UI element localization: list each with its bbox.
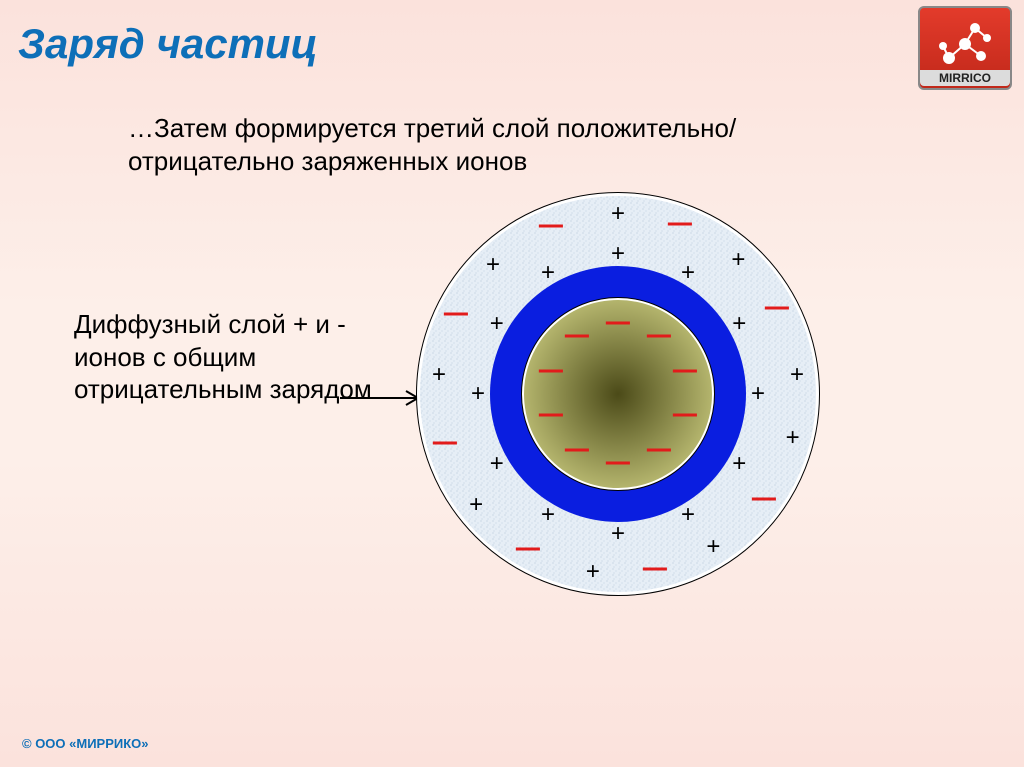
plus-icon: + bbox=[681, 261, 695, 285]
plus-icon: + bbox=[541, 503, 555, 527]
label-text: Диффузный слой + и - ионов с общим отриц… bbox=[74, 309, 372, 404]
plus-icon: + bbox=[586, 560, 600, 584]
minus-icon: − bbox=[763, 296, 791, 323]
minus-icon: − bbox=[671, 359, 699, 386]
plus-icon: + bbox=[732, 452, 746, 476]
minus-icon: − bbox=[645, 324, 673, 351]
minus-icon: − bbox=[645, 437, 673, 464]
minus-icon: − bbox=[641, 557, 669, 584]
minus-icon: − bbox=[442, 302, 470, 329]
plus-icon: + bbox=[751, 382, 765, 406]
copyright: © ООО «МИРРИКО» bbox=[22, 736, 149, 751]
diffuse-layer-label: Диффузный слой + и - ионов с общим отриц… bbox=[74, 308, 374, 406]
title-text: Заряд частиц bbox=[18, 20, 318, 67]
copyright-text: © ООО «МИРРИКО» bbox=[22, 736, 149, 751]
plus-icon: + bbox=[732, 312, 746, 336]
minus-icon: − bbox=[537, 214, 565, 241]
minus-icon: − bbox=[604, 311, 632, 338]
plus-icon: + bbox=[731, 248, 745, 272]
plus-icon: + bbox=[611, 522, 625, 546]
plus-icon: + bbox=[681, 503, 695, 527]
minus-icon: − bbox=[671, 402, 699, 429]
minus-icon: − bbox=[604, 451, 632, 478]
page-title: Заряд частиц bbox=[18, 20, 318, 68]
brand-logo: MIRRICO bbox=[918, 6, 1012, 90]
minus-icon: − bbox=[563, 324, 591, 351]
minus-icon: − bbox=[431, 430, 459, 457]
minus-icon: − bbox=[750, 486, 778, 513]
plus-icon: + bbox=[611, 202, 625, 226]
arrow-icon bbox=[338, 388, 428, 408]
subtitle: …Затем формируется третий слой положител… bbox=[128, 112, 748, 177]
minus-icon: − bbox=[666, 211, 694, 238]
minus-icon: − bbox=[563, 437, 591, 464]
plus-icon: + bbox=[611, 242, 625, 266]
logo-text: MIRRICO bbox=[920, 70, 1010, 86]
slide: Заряд частиц …Затем формируется третий с… bbox=[0, 0, 1024, 767]
molecule-icon bbox=[935, 18, 995, 70]
plus-icon: + bbox=[471, 382, 485, 406]
minus-icon: − bbox=[537, 402, 565, 429]
plus-icon: + bbox=[486, 253, 500, 277]
plus-icon: + bbox=[541, 261, 555, 285]
plus-icon: + bbox=[490, 452, 504, 476]
plus-icon: + bbox=[786, 426, 800, 450]
plus-icon: + bbox=[706, 535, 720, 559]
minus-icon: − bbox=[537, 359, 565, 386]
subtitle-text: …Затем формируется третий слой положител… bbox=[128, 113, 736, 176]
minus-icon: − bbox=[514, 536, 542, 563]
plus-icon: + bbox=[469, 493, 483, 517]
plus-icon: + bbox=[490, 312, 504, 336]
plus-icon: + bbox=[790, 363, 804, 387]
plus-icon: + bbox=[432, 363, 446, 387]
particle-diagram: −−−−−−−−−−+++++++++++++−+−++−+−+−+−+−+− bbox=[416, 192, 820, 596]
